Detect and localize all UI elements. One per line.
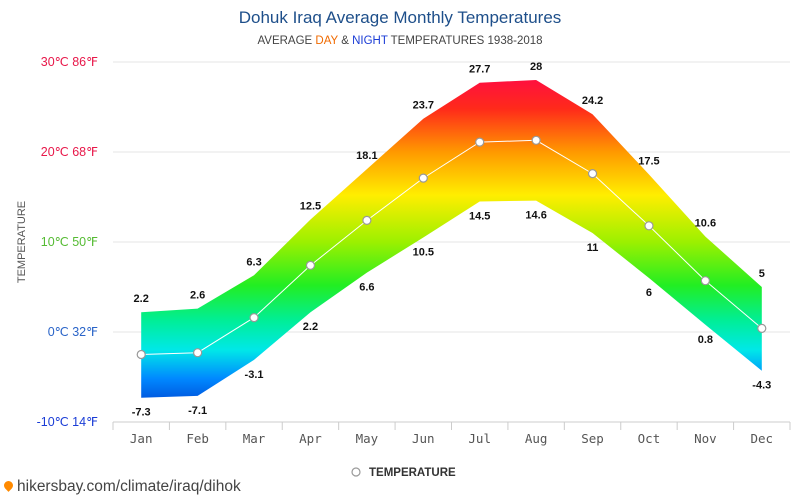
day-value-label: 27.7 [469, 64, 490, 76]
day-value-label: 5 [759, 268, 765, 280]
temperature-point[interactable] [362, 215, 372, 225]
temperature-point[interactable] [249, 313, 259, 323]
night-value-label: 2.2 [303, 321, 318, 333]
day-value-label: 17.5 [638, 156, 659, 168]
subtitle-suffix: TEMPERATURES 1938-2018 [387, 35, 543, 47]
chart-subtitle: AVERAGE DAY & NIGHT TEMPERATURES 1938-20… [0, 35, 800, 47]
night-value-label: -7.1 [188, 405, 207, 417]
temperature-point[interactable] [136, 349, 146, 360]
night-value-label: 0.8 [698, 334, 713, 346]
night-value-label: -3.1 [245, 369, 264, 381]
y-axis-label: TEMPERATURE [16, 201, 28, 283]
temperature-point[interactable] [418, 173, 428, 183]
footer-url[interactable]: hikersbay.com/climate/iraq/dihok [17, 478, 241, 495]
night-value-label: -7.3 [132, 407, 151, 419]
night-value-label: 14.5 [469, 211, 490, 223]
night-value-label: -4.3 [752, 380, 771, 392]
x-tick-label: May [356, 431, 379, 446]
y-tick-label: 10℃ 50℉ [41, 235, 98, 249]
temperature-point[interactable] [531, 135, 541, 145]
x-tick-label: Dec [751, 431, 774, 446]
x-tick-label: Jul [468, 431, 491, 446]
legend[interactable]: TEMPERATURE [351, 467, 456, 479]
x-tick-label: Mar [243, 431, 266, 446]
day-value-label: 23.7 [413, 100, 434, 112]
subtitle-prefix: AVERAGE [257, 35, 316, 47]
day-value-label: 12.5 [300, 201, 321, 213]
day-value-label: 10.6 [695, 218, 716, 230]
y-tick-label: 20℃ 68℉ [41, 145, 98, 159]
temperature-point[interactable] [644, 221, 654, 231]
subtitle-day: DAY [315, 35, 338, 47]
temperature-point[interactable] [475, 137, 485, 147]
night-value-label: 6.6 [359, 282, 374, 294]
day-value-label: 18.1 [356, 150, 377, 162]
location-pin-icon [2, 479, 15, 492]
night-value-label: 10.5 [413, 247, 434, 259]
day-value-label: 6.3 [246, 256, 261, 268]
day-value-label: 2.6 [190, 290, 205, 302]
chart-title: Dohuk Iraq Average Monthly Temperatures [238, 8, 562, 27]
y-tick-label: -10℃ 14℉ [37, 415, 98, 429]
day-value-label: 24.2 [582, 95, 603, 107]
night-value-label: 11 [587, 242, 599, 254]
day-value-label: 2.2 [134, 293, 149, 305]
temperature-band [141, 80, 762, 398]
legend-marker [351, 467, 361, 477]
legend-label: TEMPERATURE [369, 467, 456, 479]
x-tick-label: Oct [638, 431, 661, 446]
temperature-point[interactable] [305, 260, 316, 270]
subtitle-night: NIGHT [352, 35, 388, 47]
temperature-line [141, 139, 763, 355]
x-tick-label: Sep [581, 431, 604, 446]
night-value-label: 14.6 [525, 210, 546, 222]
day-value-label: 28 [530, 61, 542, 73]
x-tick-label: Nov [694, 431, 717, 446]
y-tick-label: 30℃ 86℉ [41, 55, 98, 69]
y-tick-label: 0℃ 32℉ [48, 325, 98, 339]
x-tick-label: Aug [525, 431, 548, 446]
temperature-point[interactable] [193, 348, 203, 358]
night-value-label: 6 [646, 287, 652, 299]
footer-link[interactable]: hikersbay.com/climate/iraq/dihok [2, 478, 241, 496]
temperature-point[interactable] [700, 276, 710, 286]
temperature-point[interactable] [757, 323, 767, 333]
x-tick-label: Feb [186, 431, 209, 446]
x-tick-label: Apr [299, 431, 322, 446]
subtitle-amp: & [338, 35, 353, 47]
x-tick-label: Jun [412, 431, 435, 446]
temperature-point[interactable] [587, 169, 598, 179]
x-tick-label: Jan [130, 431, 153, 446]
